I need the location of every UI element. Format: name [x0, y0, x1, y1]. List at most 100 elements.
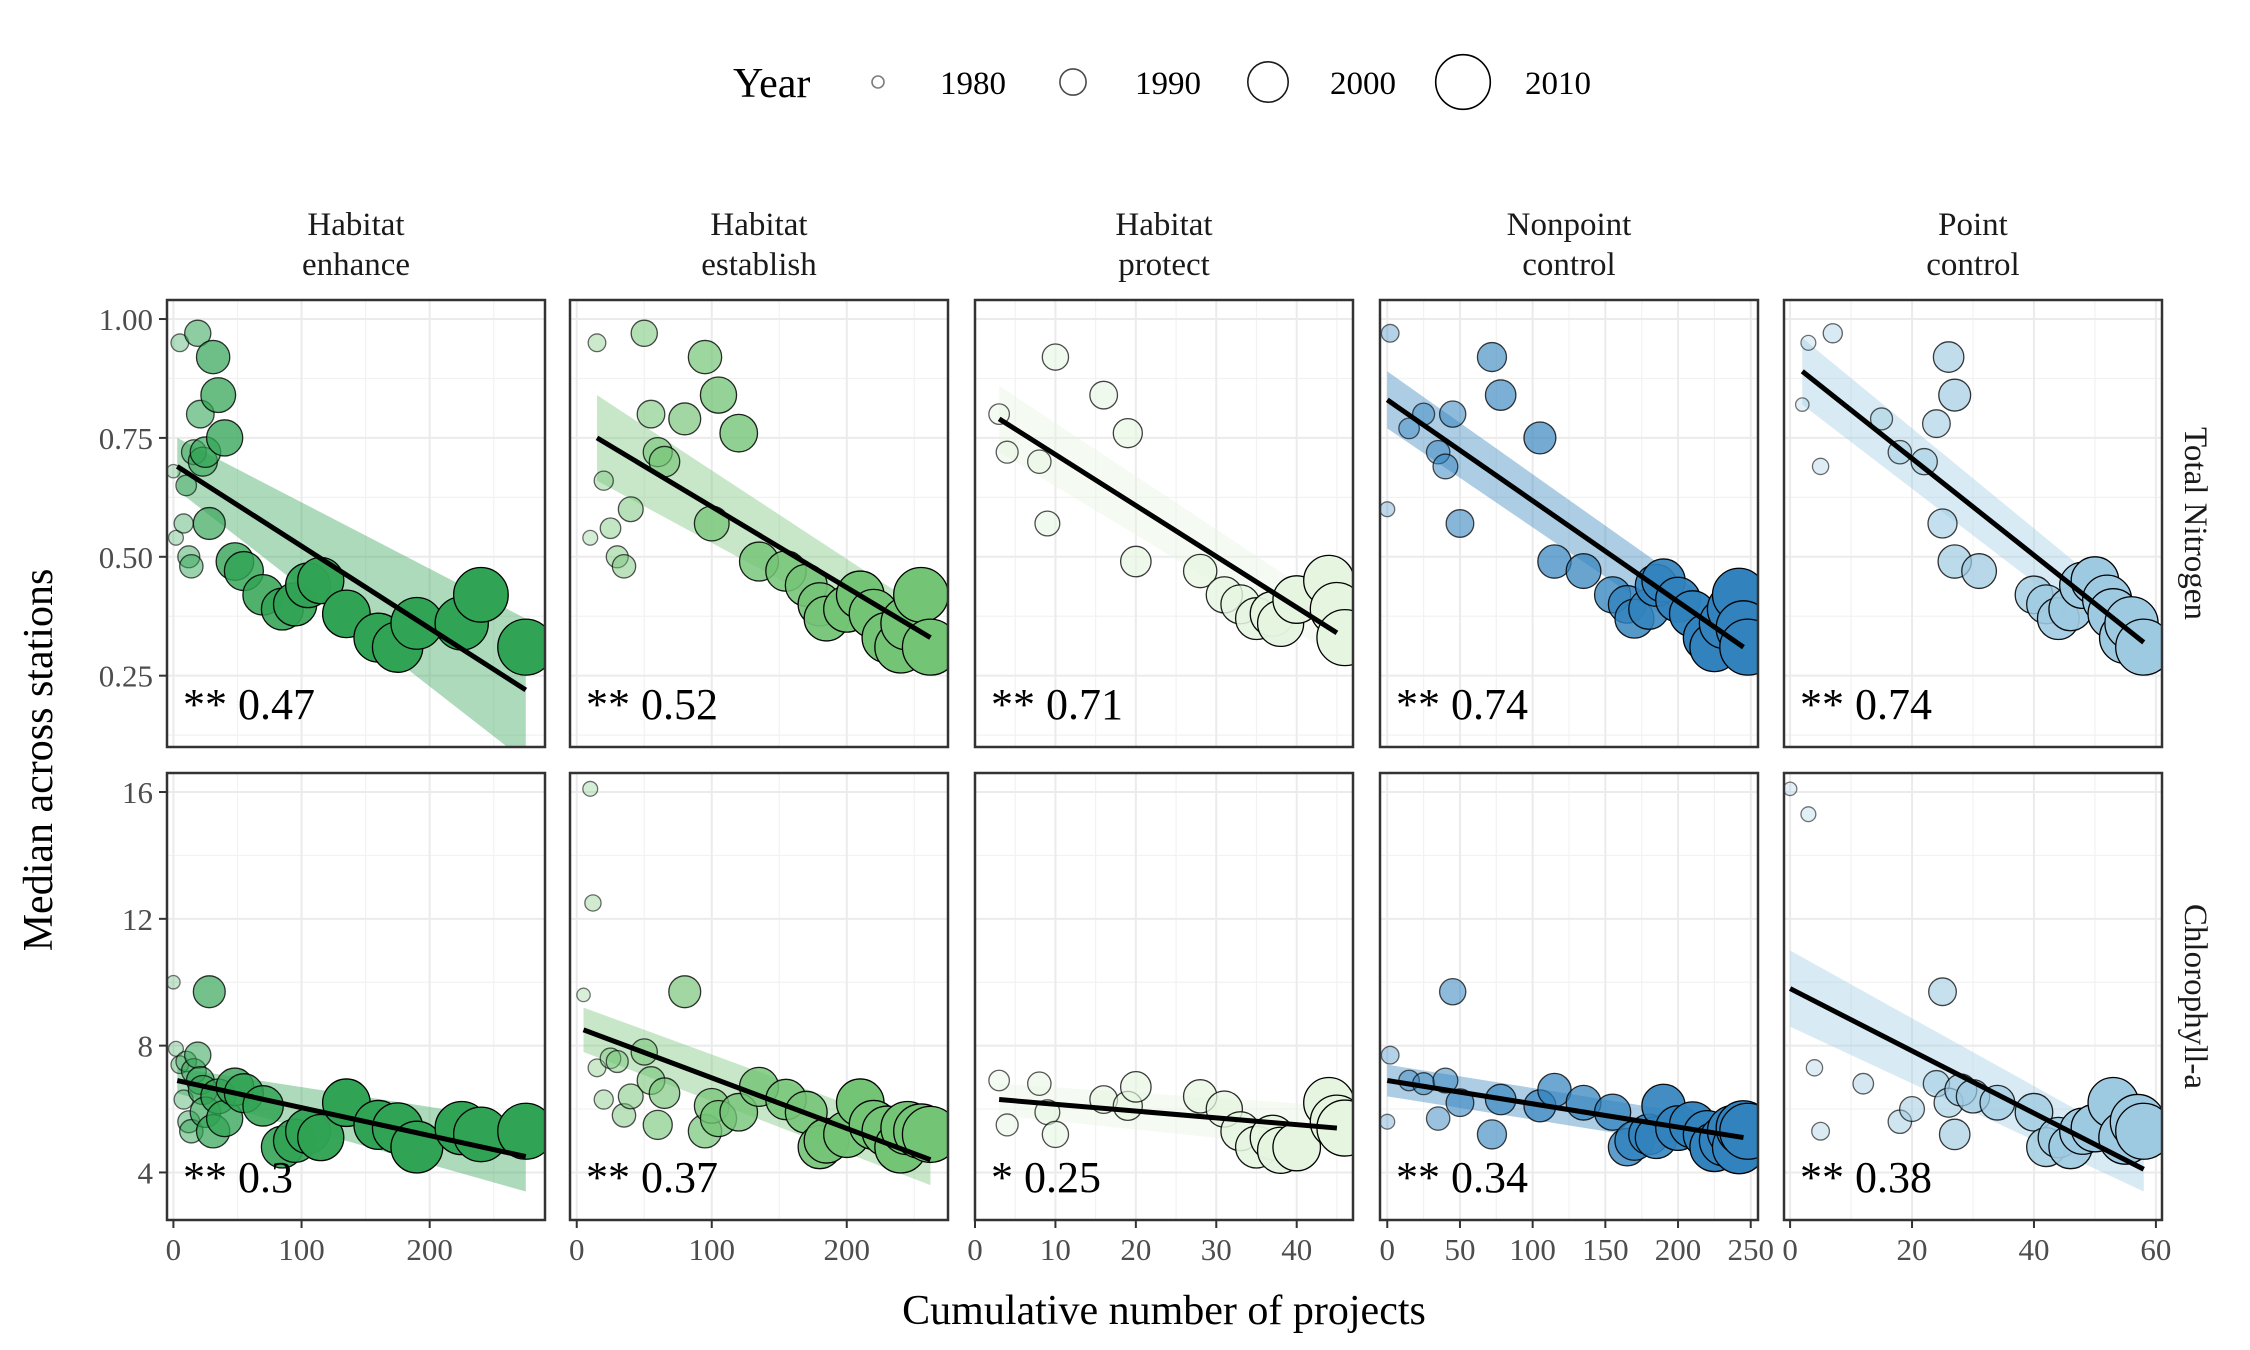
data-point: [1089, 380, 1119, 410]
x-tick-label: 20: [1120, 1232, 1151, 1267]
x-tick-label: 200: [824, 1232, 871, 1267]
data-point: [593, 470, 614, 491]
trend-line: [1385, 397, 1745, 650]
panel-chlorophyll-a-point-control: ** 0.380 20 40 60: [1782, 771, 2171, 1267]
data-point: [1938, 1118, 1971, 1151]
y-tick-label: 16: [122, 775, 153, 810]
panel-contents: [1794, 323, 2162, 676]
strip-label-habitat-enhance-line-2: enhance: [302, 247, 410, 283]
data-point: [192, 975, 226, 1009]
trend-line: [582, 1027, 932, 1163]
r-squared-annotation: ** 0.3: [183, 1153, 293, 1202]
data-point: [988, 1069, 1011, 1092]
y-tick-label: 1.00: [99, 302, 153, 337]
data-point: [200, 377, 237, 414]
data-point: [1811, 1121, 1831, 1141]
data-point: [582, 780, 599, 797]
panel-contents: [1380, 977, 1758, 1175]
row-strip-chlorophyll-a: Chlorophyll-a: [2177, 904, 2213, 1089]
panel-chlorophyll-a-nonpoint-control: ** 0.340 50 100 150 200 250: [1378, 771, 1774, 1267]
trend-line: [1800, 369, 2146, 645]
data-point: [177, 545, 201, 569]
trend-line: [175, 464, 528, 693]
data-point: [1719, 1102, 1758, 1160]
data-point: [452, 566, 509, 623]
confidence-band: [1802, 338, 2144, 667]
panel-chlorophyll-a-habitat-enhance: ** 0.30 100 200 4 8 12 16: [122, 771, 547, 1267]
data-point: [192, 506, 226, 541]
panel-background: [167, 300, 545, 747]
legend-key-1980: [871, 75, 885, 89]
legend-title: Year: [733, 61, 810, 107]
x-tick-label: 20: [1897, 1232, 1928, 1267]
data-point: [242, 1085, 284, 1127]
x-tick-label: 200: [1655, 1232, 1702, 1267]
y-tick-label: 0.50: [99, 540, 153, 575]
panel-total-nitrogen-habitat-protect: ** 0.71: [973, 298, 1355, 749]
data-point: [1445, 509, 1475, 538]
data-point: [1910, 447, 1938, 476]
data-point: [497, 618, 545, 676]
data-point: [1523, 421, 1557, 455]
data-point: [1041, 343, 1070, 371]
strip-label-point-control-line-2: control: [1926, 247, 2019, 283]
data-point: [1034, 510, 1061, 537]
data-point: [195, 339, 231, 375]
legend-label-2010: 2010: [1525, 66, 1591, 102]
data-point: [1961, 553, 1998, 590]
data-point: [582, 529, 599, 546]
data-point: [1852, 1072, 1875, 1095]
r-squared-annotation: ** 0.34: [1396, 1153, 1528, 1202]
panel-border: [568, 298, 950, 749]
data-point: [1938, 378, 1972, 412]
data-point: [2115, 618, 2162, 676]
data-point: [1928, 977, 1957, 1007]
x-tick-label: 0: [166, 1232, 182, 1267]
data-point: [1432, 453, 1459, 480]
panel-border: [1782, 298, 2164, 749]
x-tick-label: 60: [2140, 1232, 2171, 1267]
r-squared-annotation: ** 0.38: [1800, 1153, 1932, 1202]
strip-label-nonpoint-control-line-1: Nonpoint: [1507, 207, 1632, 243]
data-point: [1380, 1045, 1400, 1065]
x-tick-label: 10: [1040, 1232, 1071, 1267]
data-point: [1784, 781, 1798, 797]
panel-contents: [988, 1069, 1353, 1174]
panel-border: [973, 771, 1355, 1222]
data-point: [1027, 449, 1052, 475]
panel-contents: [582, 319, 948, 676]
strip-label-habitat-establish-line-1: Habitat: [710, 207, 807, 243]
data-point: [699, 376, 738, 414]
r-squared-annotation: ** 0.47: [183, 680, 315, 729]
r-squared-annotation: ** 0.71: [991, 680, 1123, 729]
data-point: [1484, 379, 1517, 411]
x-tick-label: 50: [1444, 1232, 1475, 1267]
x-tick-label: 100: [689, 1232, 736, 1267]
data-point: [1119, 1070, 1152, 1103]
data-point: [1438, 400, 1467, 428]
trend-line: [176, 1078, 527, 1160]
data-point: [599, 517, 622, 540]
panel-chlorophyll-a-habitat-establish: ** 0.370 100 200: [568, 771, 950, 1267]
trend-line: [997, 416, 1339, 635]
data-point: [893, 566, 948, 623]
data-point: [611, 553, 637, 579]
trend-line: [998, 1097, 1338, 1131]
legend-key-1990: [1059, 68, 1087, 96]
data-point: [1565, 553, 1602, 590]
data-point: [593, 1089, 614, 1110]
row-strip-total-nitrogen: Total Nitrogen: [2177, 427, 2213, 620]
panel-border: [973, 298, 1355, 749]
panel-border: [165, 771, 547, 1222]
x-tick-label: 250: [1727, 1232, 1774, 1267]
data-point: [1822, 323, 1843, 344]
strip-label-habitat-enhance-line-1: Habitat: [307, 207, 404, 243]
data-point: [1921, 409, 1951, 439]
panel-border: [1378, 298, 1760, 749]
legend-key-2000: [1247, 60, 1290, 104]
data-point: [1438, 977, 1467, 1006]
trend-line: [595, 435, 932, 640]
data-point: [1811, 457, 1830, 476]
panel-border: [1378, 771, 1760, 1222]
x-axis-title: Cumulative number of projects: [902, 1288, 1426, 1334]
